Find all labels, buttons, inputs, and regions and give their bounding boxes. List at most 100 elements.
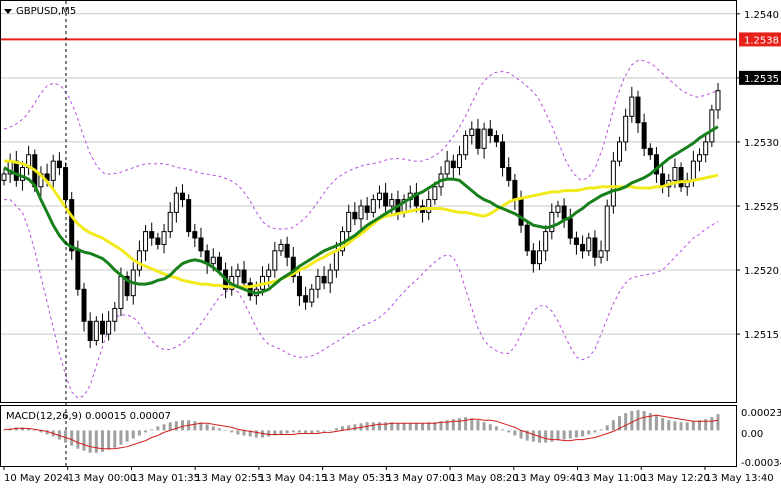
candle (93, 316, 99, 346)
macd-histogram-bar (150, 429, 154, 431)
candle (136, 240, 142, 277)
candle (426, 190, 432, 221)
candle (604, 199, 610, 262)
candle-body-bullish (672, 167, 678, 181)
candle-body-bullish (703, 141, 709, 156)
macd-histogram-bar (347, 425, 351, 431)
candle-body-bearish (81, 288, 87, 322)
candle (143, 225, 149, 262)
candle-body-bullish (235, 269, 241, 277)
macd-histogram-bar (39, 430, 43, 433)
candle-body-bearish (56, 160, 62, 169)
moving-average-fast-line (3, 125, 719, 295)
candle (180, 184, 185, 208)
time-tick-label: 13 May 11:00 (578, 473, 647, 484)
candle (475, 118, 481, 155)
macd-histogram-bar (2, 430, 6, 431)
candle (715, 82, 721, 119)
macd-histogram-bar (525, 430, 529, 441)
candle-body-bearish (198, 237, 204, 252)
macd-histogram-bar (107, 430, 111, 450)
candle-body-bullish (266, 269, 272, 277)
time-tick-label: 13 May 01:35 (131, 473, 200, 484)
macd-histogram-bar (273, 430, 277, 436)
candle (549, 203, 555, 240)
candle-body-bearish (512, 179, 518, 201)
candle-body-bullish (136, 250, 142, 271)
candle (364, 197, 370, 221)
macd-histogram-bar (550, 430, 554, 442)
macd-histogram-bar (451, 419, 455, 431)
macd-histogram-bar (488, 424, 492, 431)
candle-body-bullish (346, 211, 352, 233)
candle-body-bearish (506, 167, 512, 181)
macd-histogram-bar (316, 430, 320, 433)
macd-histogram-bar (199, 422, 203, 431)
candle-body-bearish (487, 128, 493, 137)
candle-body-bullish (598, 250, 604, 258)
macd-histogram-bar (716, 414, 720, 431)
dropdown-triangle-icon[interactable] (4, 9, 12, 14)
candle-body-bullish (161, 231, 167, 245)
candle (444, 150, 450, 181)
macd-histogram-bar (402, 423, 406, 431)
macd-histogram-bar (328, 430, 332, 431)
candle (697, 148, 703, 172)
candle (358, 199, 364, 230)
candle-body-bullish (1, 173, 7, 181)
candle (290, 246, 296, 283)
candle-body-bullish (690, 160, 696, 181)
candle (641, 113, 647, 157)
candle (81, 282, 87, 332)
candle (389, 193, 395, 217)
candle-body-bearish (192, 231, 198, 239)
candle (112, 302, 118, 332)
candle-body-bearish (75, 250, 81, 290)
candle-body-bearish (493, 135, 499, 143)
candle (50, 154, 56, 191)
candle-body-bullish (697, 154, 703, 162)
macd-label: MACD(12,26,9) 0.00015 0.00007 (6, 411, 171, 422)
candle (346, 204, 352, 241)
time-tick-label: 13 May 07:00 (386, 473, 455, 484)
macd-histogram-bar (654, 415, 658, 431)
macd-panel-frame (0, 405, 737, 467)
macd-histogram-bar (507, 430, 511, 433)
price-tick-label: 1.2530 (744, 138, 779, 149)
candle (198, 227, 204, 258)
candle (709, 104, 715, 148)
current-price-label: 1.2535 (744, 74, 779, 85)
macd-histogram-bar (470, 418, 474, 431)
candle-body-bearish (284, 243, 290, 258)
candle (573, 231, 579, 255)
macd-histogram-bar (100, 430, 104, 452)
candle-body-bearish (561, 205, 567, 220)
candle-body-bearish (321, 275, 327, 284)
time-tick-label: 13 May 04:15 (259, 473, 328, 484)
candle-body-bullish (426, 199, 432, 213)
macd-histogram-bar (113, 430, 117, 448)
macd-histogram-bar (217, 428, 221, 431)
candle-body-bullish (309, 288, 315, 303)
candle (450, 154, 456, 178)
candle-body-bullish (19, 167, 25, 181)
candle (635, 90, 641, 133)
candle-body-bullish (106, 320, 112, 335)
macd-histogram-bar (193, 421, 197, 431)
candle (167, 202, 173, 239)
candle (327, 263, 333, 294)
candle (592, 230, 598, 267)
candle (87, 312, 93, 349)
macd-histogram-bar (181, 420, 184, 431)
macd-histogram-bar (33, 430, 37, 431)
macd-histogram-bar (457, 418, 461, 431)
candle (543, 225, 549, 262)
candle-body-bearish (352, 211, 358, 220)
candle-body-bullish (370, 199, 376, 213)
time-tick-label: 13 May 08:20 (450, 473, 519, 484)
candle (586, 232, 592, 256)
candle (481, 122, 487, 159)
candle-body-bearish (303, 295, 309, 303)
candle (303, 286, 309, 310)
